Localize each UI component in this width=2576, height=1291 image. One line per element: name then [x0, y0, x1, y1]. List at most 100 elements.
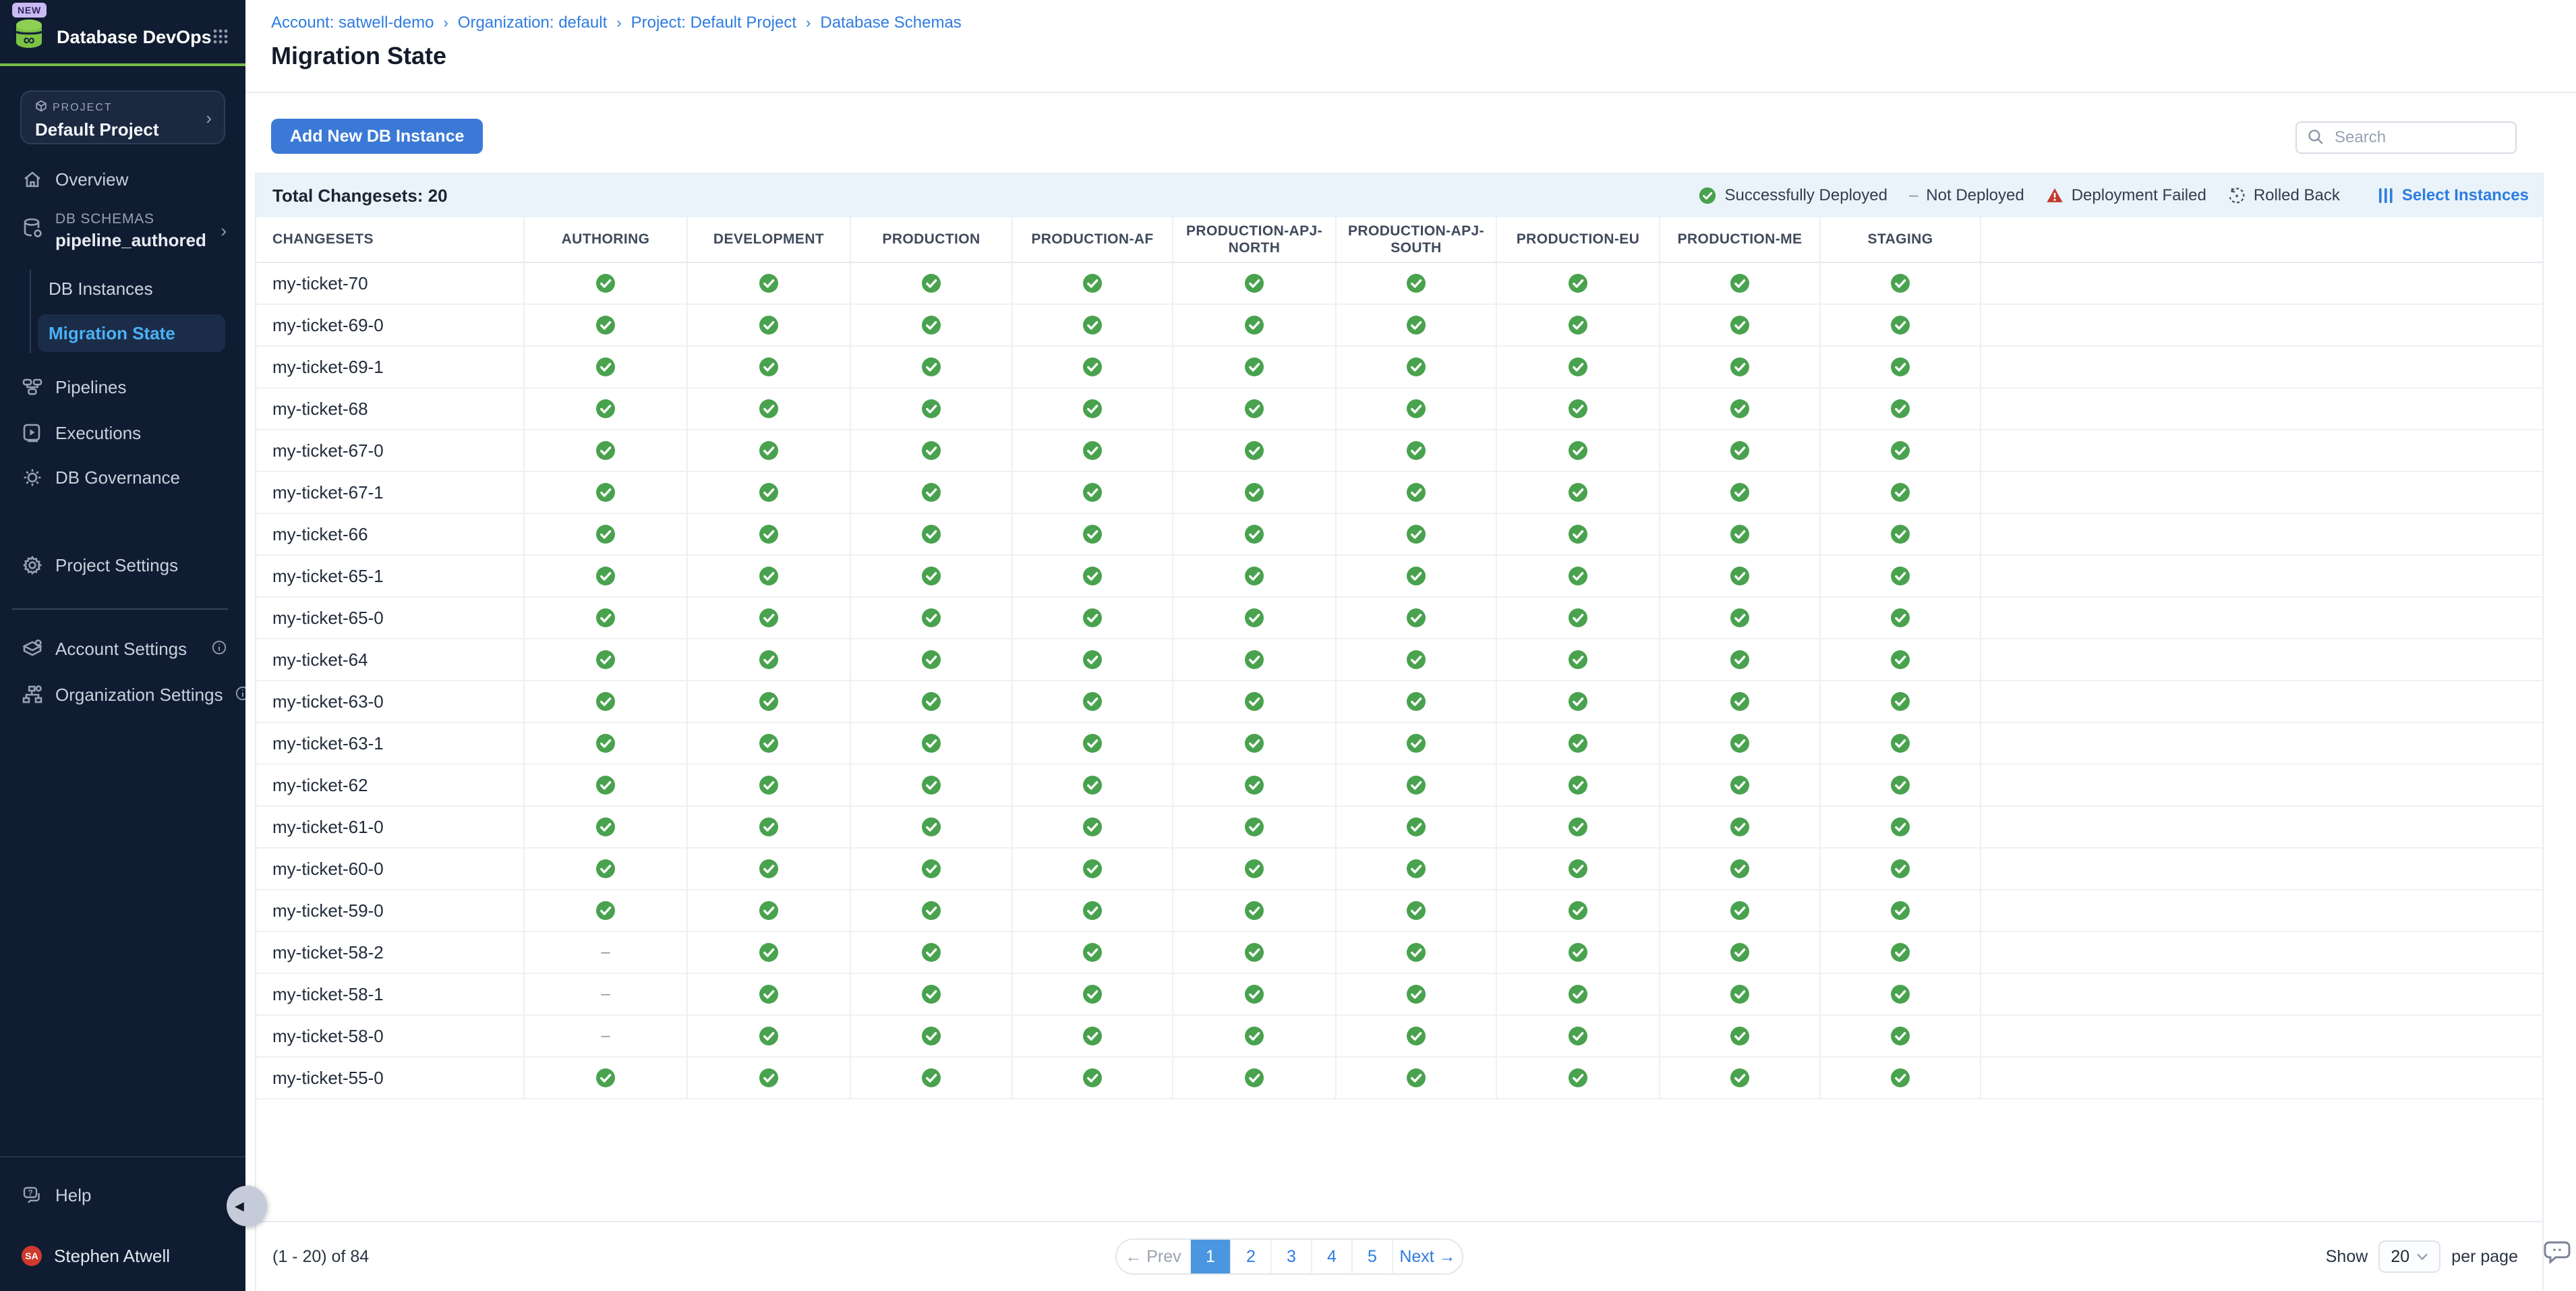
sidebar-item-help[interactable]: ? Help [0, 1175, 245, 1215]
status-cell [686, 765, 850, 805]
table-row[interactable]: my-ticket-58-2– [256, 932, 2542, 974]
search-box[interactable] [2295, 121, 2517, 154]
changeset-name[interactable]: my-ticket-65-1 [256, 556, 523, 596]
page-button-4[interactable]: 4 [1311, 1240, 1351, 1273]
sidebar-item-db-instances[interactable]: DB Instances [38, 268, 225, 309]
search-icon [2308, 125, 2324, 150]
page-button-5[interactable]: 5 [1351, 1240, 1392, 1273]
table-row[interactable]: my-ticket-68 [256, 389, 2542, 430]
sidebar-item-db-governance[interactable]: DB Governance [0, 457, 245, 498]
changeset-name[interactable]: my-ticket-64 [256, 639, 523, 680]
total-changesets: Total Changesets: 20 [272, 185, 448, 206]
table-row[interactable]: my-ticket-59-0 [256, 890, 2542, 932]
sidebar-user[interactable]: SA Stephen Atwell [0, 1236, 245, 1276]
check-badge-icon [1244, 524, 1264, 544]
table-row[interactable]: my-ticket-70 [256, 263, 2542, 305]
table-row[interactable]: my-ticket-67-1 [256, 472, 2542, 514]
page-button-2[interactable]: 2 [1230, 1240, 1270, 1273]
sidebar-item-project-settings[interactable]: Project Settings [0, 545, 245, 585]
page-size-select[interactable]: 20 [2378, 1240, 2440, 1273]
table-row[interactable]: my-ticket-65-0 [256, 598, 2542, 639]
breadcrumb-link[interactable]: Organization: default [458, 13, 607, 32]
help-chat-icon: ? [22, 1184, 43, 1206]
changeset-name[interactable]: my-ticket-63-0 [256, 681, 523, 722]
table-row[interactable]: my-ticket-60-0 [256, 849, 2542, 890]
sidebar-item-executions[interactable]: Executions [0, 413, 245, 453]
apps-grid-icon[interactable] [213, 24, 228, 49]
changeset-name[interactable]: my-ticket-58-2 [256, 932, 523, 973]
sidebar-group-label: DB SCHEMAS [55, 211, 206, 227]
changeset-name[interactable]: my-ticket-65-0 [256, 598, 523, 638]
changeset-name[interactable]: my-ticket-61-0 [256, 807, 523, 847]
check-badge-icon [595, 315, 616, 335]
table-row[interactable]: my-ticket-62 [256, 765, 2542, 807]
changeset-name[interactable]: my-ticket-58-0 [256, 1016, 523, 1056]
sidebar-item-migration-state[interactable]: Migration State [38, 314, 225, 352]
table-row[interactable]: my-ticket-58-0– [256, 1016, 2542, 1058]
check-badge-icon [595, 900, 616, 921]
sidebar-item-overview[interactable]: Overview [0, 159, 245, 200]
table-row[interactable]: my-ticket-61-0 [256, 807, 2542, 849]
changeset-name[interactable]: my-ticket-70 [256, 263, 523, 304]
changeset-name[interactable]: my-ticket-58-1 [256, 974, 523, 1014]
check-badge-icon [1406, 650, 1426, 670]
next-page-button[interactable]: Next → [1392, 1240, 1462, 1273]
account-settings-icon [22, 638, 43, 660]
select-instances-button[interactable]: Select Instances [2378, 186, 2529, 205]
status-cell [1659, 932, 1819, 973]
changeset-name[interactable]: my-ticket-69-1 [256, 347, 523, 387]
project-selector[interactable]: PROJECT Default Project › [20, 90, 225, 144]
app-logo-icon: ∞ [12, 18, 46, 51]
changeset-name[interactable]: my-ticket-66 [256, 514, 523, 554]
breadcrumb-link[interactable]: Project: Default Project [631, 13, 796, 32]
table-row[interactable]: my-ticket-69-0 [256, 305, 2542, 347]
check-badge-icon [1406, 273, 1426, 293]
sidebar-item-account-settings[interactable]: Account Settings [0, 629, 245, 669]
search-input[interactable] [2332, 127, 2505, 148]
breadcrumb-link[interactable]: Account: satwell-demo [271, 13, 434, 32]
page-button-1[interactable]: 1 [1190, 1240, 1230, 1273]
table-row[interactable]: my-ticket-69-1 [256, 347, 2542, 389]
status-cell [523, 681, 686, 722]
changeset-name[interactable]: my-ticket-60-0 [256, 849, 523, 889]
feedback-bubble-icon[interactable] [2544, 1237, 2573, 1272]
changeset-name[interactable]: my-ticket-69-0 [256, 305, 523, 345]
sidebar-collapse-handle[interactable]: ◀ [227, 1186, 267, 1226]
changeset-name[interactable]: my-ticket-59-0 [256, 890, 523, 931]
changeset-name[interactable]: my-ticket-67-1 [256, 472, 523, 513]
table-row[interactable]: my-ticket-63-0 [256, 681, 2542, 723]
table-row[interactable]: my-ticket-58-1 – [256, 974, 2542, 1016]
sidebar-item-organization-settings[interactable]: Organization Settings [0, 675, 245, 715]
table-row[interactable]: my-ticket-66 [256, 514, 2542, 556]
status-cell [523, 347, 686, 387]
sidebar-item-pipelines[interactable]: Pipelines [0, 367, 245, 407]
status-cell [1012, 514, 1172, 554]
sidebar-item-label: DB Governance [55, 467, 180, 488]
changeset-name[interactable]: my-ticket-55-0 [256, 1058, 523, 1098]
add-db-instance-button[interactable]: Add New DB Instance [271, 119, 483, 154]
status-cell [1335, 1016, 1496, 1056]
dash-icon: – [1909, 186, 1918, 205]
changeset-name[interactable]: my-ticket-63-1 [256, 723, 523, 764]
table-row[interactable]: my-ticket-64 [256, 639, 2542, 681]
changeset-name[interactable]: my-ticket-62 [256, 765, 523, 805]
prev-page-button[interactable]: ← Prev [1117, 1240, 1190, 1273]
status-cell [686, 598, 850, 638]
breadcrumb-link[interactable]: Database Schemas [820, 13, 961, 32]
changeset-name[interactable]: my-ticket-68 [256, 389, 523, 429]
table-row[interactable]: my-ticket-63-1 [256, 723, 2542, 765]
table-row[interactable]: my-ticket-67-0 [256, 430, 2542, 472]
table-row[interactable]: my-ticket-55-0 [256, 1058, 2542, 1099]
info-icon[interactable] [212, 639, 227, 660]
not-deployed-dash: – [601, 985, 610, 1004]
page-button-3[interactable]: 3 [1270, 1240, 1311, 1273]
sidebar-group-db-schemas[interactable]: DB SCHEMAS pipeline_authored › [0, 200, 245, 262]
table-row[interactable]: my-ticket-65-1 [256, 556, 2542, 598]
check-badge-icon [1244, 942, 1264, 963]
check-badge-icon [1730, 566, 1750, 586]
check-badge-icon [1244, 608, 1264, 628]
changeset-name[interactable]: my-ticket-67-0 [256, 430, 523, 471]
status-cell [686, 430, 850, 471]
status-cell [1659, 598, 1819, 638]
check-badge-icon [921, 859, 941, 879]
